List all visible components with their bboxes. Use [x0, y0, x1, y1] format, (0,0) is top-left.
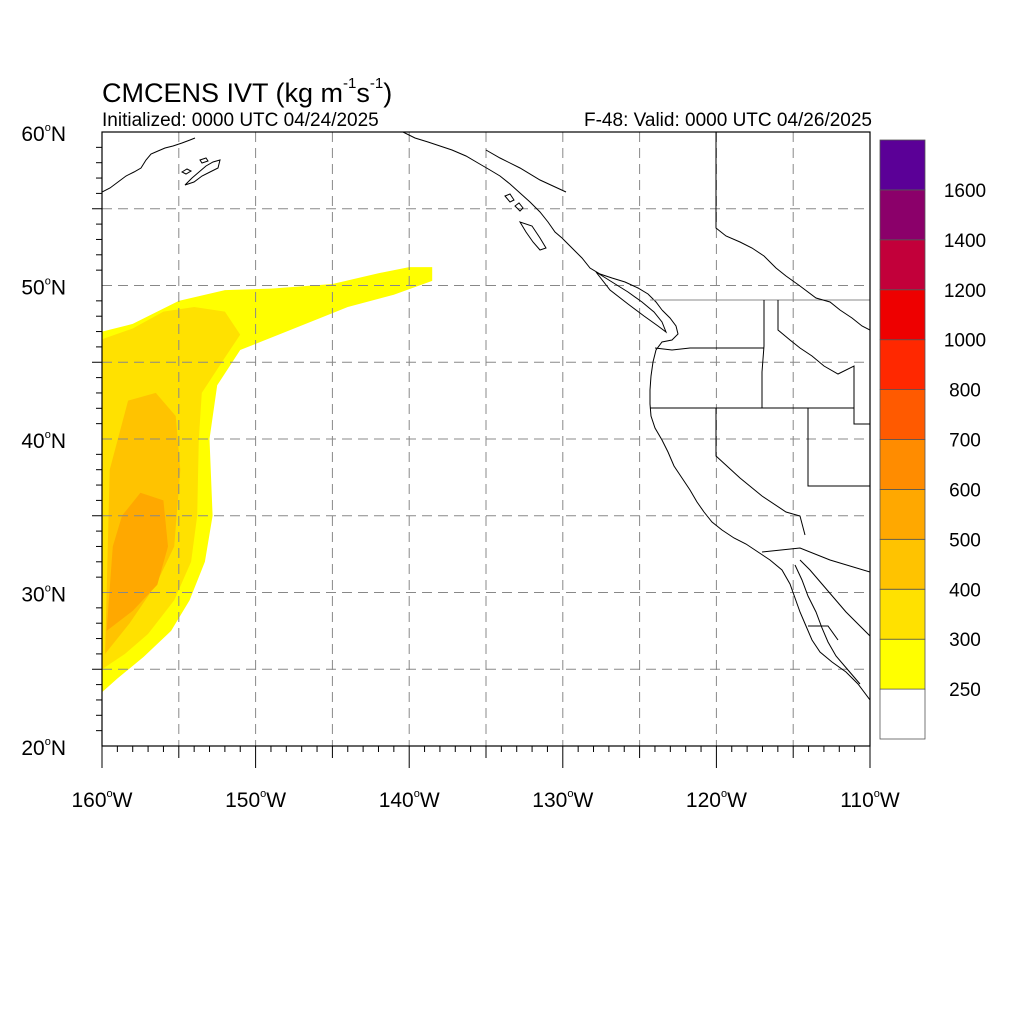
colorbar-box	[879, 439, 926, 490]
colorbar-label: 1000	[944, 331, 986, 352]
colorbar-label: 600	[949, 480, 981, 501]
colorbar-label: 500	[949, 530, 981, 551]
colorbar-box	[879, 289, 926, 341]
colorbar-label: 1200	[944, 281, 986, 302]
coastline-and-borders	[102, 132, 870, 701]
colorbar-box	[879, 189, 926, 241]
colorbar-label: 250	[949, 680, 981, 701]
lat-lon-grid	[102, 132, 870, 746]
initialized-time: Initialized: 0000 UTC 04/24/2025	[102, 110, 379, 131]
lon-label: 110oW	[840, 788, 900, 812]
colorbar-box	[879, 239, 926, 291]
valid-time: F-48: Valid: 0000 UTC 04/26/2025	[584, 110, 872, 131]
colorbar-label: 1400	[944, 231, 986, 252]
lat-label: 60oN	[21, 122, 66, 146]
colorbar-labels: 250 300 400 500 600 700 800 1000 1200 1400 1600	[944, 181, 986, 701]
colorbar-box	[879, 538, 926, 590]
colorbar-box	[879, 638, 926, 690]
colorbar-box	[879, 389, 926, 440]
colorbar-label: 800	[949, 381, 981, 402]
ivt-plume	[102, 267, 433, 693]
lon-label: 160oW	[72, 788, 133, 812]
lat-label: 20oN	[21, 736, 66, 760]
colorbar-label: 400	[949, 580, 981, 601]
colorbar-label: 700	[949, 431, 981, 452]
lat-label: 50oN	[21, 276, 66, 300]
lon-label: 120oW	[686, 788, 747, 812]
colorbar-box	[879, 588, 926, 640]
axis-ticks	[92, 146, 871, 768]
lon-label: 140oW	[379, 788, 440, 812]
colorbar-box	[879, 488, 926, 540]
ivt-contour-500	[106, 492, 168, 631]
colorbar-box	[879, 139, 926, 191]
colorbar-box	[879, 339, 926, 391]
chart-title: CMCENS IVT (kg m-1s-1)	[102, 75, 393, 108]
latitude-labels: 60oN 50oN 40oN 30oN 20oN	[21, 122, 66, 760]
colorbar-label: 1600	[944, 181, 986, 202]
longitude-labels: 160oW 150oW 140oW 130oW 120oW 110oW	[72, 788, 900, 812]
lat-label: 30oN	[21, 583, 66, 607]
lon-label: 150oW	[225, 788, 286, 812]
colorbar	[879, 139, 926, 740]
lon-label: 130oW	[532, 788, 593, 812]
colorbar-box	[879, 688, 926, 740]
colorbar-label: 300	[949, 630, 981, 651]
lat-label: 40oN	[21, 429, 66, 453]
